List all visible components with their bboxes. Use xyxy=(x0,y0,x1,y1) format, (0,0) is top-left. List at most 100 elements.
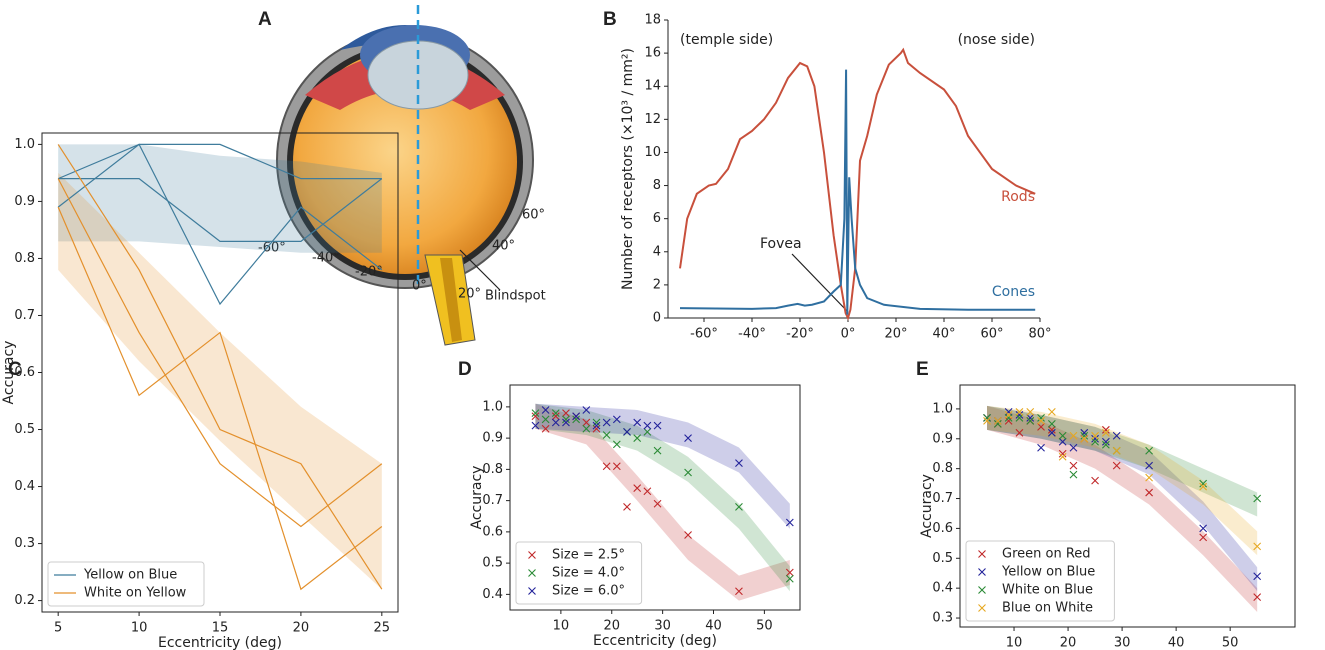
scatter-point xyxy=(572,412,581,421)
x-tick-label: 50 xyxy=(1222,636,1239,650)
scatter-point xyxy=(1102,440,1110,449)
y-tick-label: 1.0 xyxy=(482,399,503,414)
scatter-point xyxy=(582,418,591,427)
scatter-point xyxy=(623,427,631,436)
confidence-band xyxy=(58,172,382,590)
y-tick-label: 0.9 xyxy=(14,194,35,209)
y-tick-label: 0.8 xyxy=(482,462,503,477)
y-tick-label: 0.5 xyxy=(932,551,953,566)
scatter-point xyxy=(1145,461,1153,470)
scatter-point xyxy=(551,418,560,427)
y-tick-label: 0.3 xyxy=(14,536,35,551)
scatter-point xyxy=(633,484,642,493)
scatter-point xyxy=(562,409,570,418)
scatter-point xyxy=(1004,413,1013,422)
confidence-band xyxy=(58,144,382,253)
scatter-point xyxy=(1069,461,1078,470)
y-axis-label: Accuracy xyxy=(919,474,935,538)
x-tick-label: 50 xyxy=(756,619,773,634)
series-line xyxy=(57,206,383,591)
legend-frame xyxy=(47,561,205,607)
scatter-point xyxy=(1080,428,1089,437)
scatter-point xyxy=(1047,419,1056,428)
x-tick-label: -40° xyxy=(738,327,766,342)
y-tick-label: 0.7 xyxy=(482,493,503,508)
scatter-point xyxy=(1145,488,1153,497)
scatter-point xyxy=(1091,434,1099,443)
y-tick-label: 0.8 xyxy=(14,251,35,266)
scatter-point xyxy=(1037,443,1045,452)
scatter-point xyxy=(1112,446,1121,455)
x-axis-label: Eccentricity (deg) xyxy=(158,635,282,650)
scatter-point xyxy=(562,418,570,427)
scatter-point xyxy=(592,424,601,433)
legend-swatch xyxy=(528,551,536,559)
scatter-point xyxy=(1004,416,1013,425)
angle-label: 60° xyxy=(522,208,545,223)
angle-label: 0° xyxy=(412,279,427,294)
scatter-point xyxy=(643,421,652,430)
scatter-point xyxy=(1253,494,1262,503)
scatter-point xyxy=(1091,431,1099,440)
annotation: (nose side) xyxy=(958,32,1035,48)
y-axis-label: Accuracy xyxy=(1,341,17,405)
scatter-point xyxy=(643,487,652,496)
scatter-point xyxy=(582,424,591,433)
angle-label: 40° xyxy=(492,239,515,254)
x-tick-label: 30 xyxy=(1114,636,1131,650)
scatter-point xyxy=(531,412,540,421)
x-tick-label: -20° xyxy=(786,327,814,342)
x-tick-label: 40° xyxy=(932,327,955,342)
scatter-point xyxy=(735,587,743,596)
scatter-point xyxy=(1069,443,1078,452)
scatter-point xyxy=(1112,461,1121,470)
y-tick-label: 0.4 xyxy=(932,581,953,596)
y-tick-label: 0.6 xyxy=(482,524,503,539)
confidence-band xyxy=(535,403,790,529)
scatter-point xyxy=(1199,533,1208,542)
y-tick-label: 10 xyxy=(644,145,661,160)
series-line xyxy=(57,178,383,528)
y-tick-label: 14 xyxy=(644,79,661,94)
scatter-point xyxy=(541,406,550,414)
scatter-point xyxy=(983,416,991,425)
scatter-point xyxy=(612,415,621,424)
scatter-point xyxy=(1026,413,1035,422)
scatter-point xyxy=(1058,452,1067,461)
legend-label: Blue on White xyxy=(1002,601,1093,616)
scatter-point xyxy=(653,446,662,455)
scatter-point xyxy=(633,434,642,443)
scatter-point xyxy=(1026,408,1035,416)
scatter-point xyxy=(1015,410,1024,419)
eye-illustration xyxy=(276,5,534,346)
legend-label: White on Yellow xyxy=(84,586,187,601)
annotation-leader xyxy=(791,253,849,313)
scatter-point xyxy=(785,574,794,583)
legend-swatch xyxy=(528,587,536,595)
panel-letter: E xyxy=(916,359,929,380)
scatter-point xyxy=(684,468,692,477)
scatter-point xyxy=(1199,524,1208,533)
y-tick-label: 0.7 xyxy=(932,491,953,506)
axes-frame xyxy=(959,384,1296,628)
x-tick-label: 0° xyxy=(841,327,856,342)
y-tick-label: 0.6 xyxy=(14,365,35,380)
scatter-point xyxy=(1015,408,1024,416)
scatter-point xyxy=(602,462,611,471)
legend-frame xyxy=(965,540,1115,622)
x-tick-label: 10 xyxy=(1006,636,1023,650)
scatter-point xyxy=(592,418,601,427)
annotation: Fovea xyxy=(760,236,802,252)
y-tick-label: 0.9 xyxy=(482,431,503,446)
legend-label: Size = 6.0° xyxy=(552,584,625,599)
series-label: Cones xyxy=(992,284,1035,300)
scatter-point xyxy=(531,409,540,418)
x-tick-label: 40 xyxy=(705,619,722,634)
legend-swatch xyxy=(528,569,536,577)
x-tick-label: 80° xyxy=(1028,327,1051,342)
legend-frame xyxy=(515,541,643,605)
angle-label: -60° xyxy=(258,241,286,256)
axes-frame xyxy=(509,384,801,611)
y-tick-label: 2 xyxy=(653,277,661,292)
